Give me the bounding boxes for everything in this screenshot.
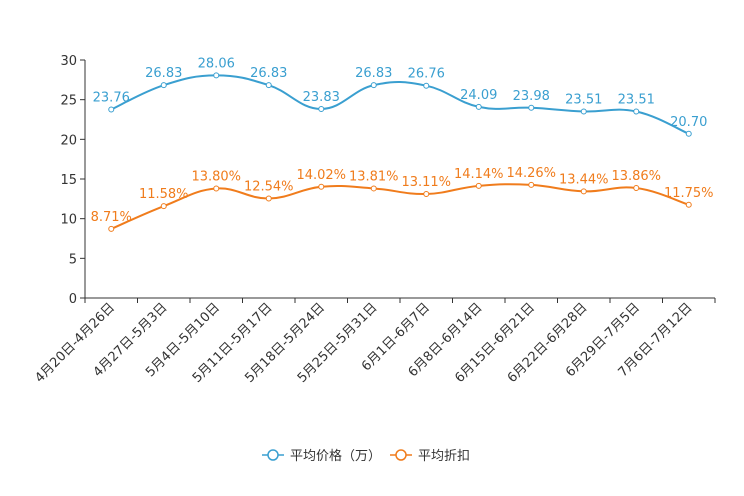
data-label: 13.44%: [559, 172, 609, 187]
data-label: 13.81%: [349, 169, 399, 184]
data-point[interactable]: [318, 105, 325, 112]
data-label: 14.02%: [296, 168, 346, 183]
series-2: 8.71% 11.58%13.80%12.54%14.02% 13.81% 13.11…: [91, 166, 714, 232]
legend-marker-icon: [267, 449, 279, 461]
data-label: 26.83: [145, 66, 182, 81]
series-layer: 23.76 26.83 28.06 26.83 23.83 26.83 26.76 24.09…: [91, 56, 714, 232]
legend-label: 平均折扣: [418, 449, 470, 464]
legend-item-2[interactable]: 平均折扣: [390, 449, 470, 464]
y-tick-label: 0: [69, 292, 77, 307]
y-tick-label: 30: [60, 54, 77, 69]
legend-marker-icon: [395, 449, 407, 461]
y-tick-label: 10: [60, 213, 77, 228]
y-tick-label: 5: [69, 252, 77, 267]
data-point[interactable]: [318, 183, 325, 190]
legend-item-1[interactable]: 平均价格（万）: [262, 448, 381, 464]
data-label: 13.11%: [401, 175, 451, 190]
data-label: 23.76: [93, 91, 130, 106]
data-label: 8.71%: [91, 210, 132, 225]
y-tick-label: 20: [60, 133, 77, 148]
data-label: 20.70: [670, 115, 707, 130]
x-ticks: 4月20日-4月26日4月27日-5月3日5月4日-5月10日5月11日-5月1…: [32, 298, 716, 386]
data-label: 11.75%: [664, 186, 714, 201]
data-point[interactable]: [265, 82, 272, 89]
data-point[interactable]: [108, 225, 115, 232]
data-label: 26.83: [250, 66, 287, 81]
data-point[interactable]: [685, 130, 692, 137]
data-label: 23.51: [618, 92, 655, 107]
data-label: 14.14%: [454, 167, 504, 182]
series-line: [110, 74, 690, 135]
data-point[interactable]: [160, 203, 167, 210]
data-point[interactable]: [370, 185, 377, 192]
data-label: 13.80%: [191, 170, 241, 185]
data-label: 14.26%: [506, 166, 556, 181]
data-label: 28.06: [198, 56, 235, 71]
series-1: 23.76 26.83 28.06 26.83 23.83 26.83 26.76 24.09…: [93, 56, 707, 137]
data-point[interactable]: [528, 181, 535, 188]
data-point[interactable]: [580, 188, 587, 195]
series-line: [110, 183, 690, 230]
data-point[interactable]: [108, 106, 115, 113]
data-point[interactable]: [633, 185, 640, 192]
data-point[interactable]: [370, 82, 377, 89]
data-point[interactable]: [213, 72, 220, 79]
data-label: 24.09: [460, 88, 497, 103]
data-label: 26.83: [355, 66, 392, 81]
y-ticks: 0 5 10 15 20 25 30: [60, 54, 85, 307]
data-label: 26.76: [408, 67, 445, 82]
data-label: 13.86%: [611, 169, 661, 184]
legend[interactable]: 平均价格（万） 平均折扣: [262, 448, 470, 464]
data-point[interactable]: [265, 195, 272, 202]
data-point[interactable]: [475, 103, 482, 110]
y-tick-label: 25: [60, 94, 77, 109]
data-point[interactable]: [423, 82, 430, 89]
data-label: 11.58%: [139, 187, 189, 202]
y-tick-label: 15: [60, 173, 77, 188]
data-point[interactable]: [633, 108, 640, 115]
data-point[interactable]: [528, 104, 535, 111]
data-point[interactable]: [685, 201, 692, 208]
data-label: 23.98: [513, 89, 550, 104]
data-point[interactable]: [580, 108, 587, 115]
data-point[interactable]: [475, 182, 482, 189]
legend-label: 平均价格（万）: [290, 448, 381, 464]
data-label: 12.54%: [244, 180, 294, 195]
data-label: 23.83: [303, 90, 340, 105]
data-point[interactable]: [423, 190, 430, 197]
data-label: 23.51: [565, 92, 602, 107]
data-point[interactable]: [213, 185, 220, 192]
data-point[interactable]: [160, 82, 167, 89]
